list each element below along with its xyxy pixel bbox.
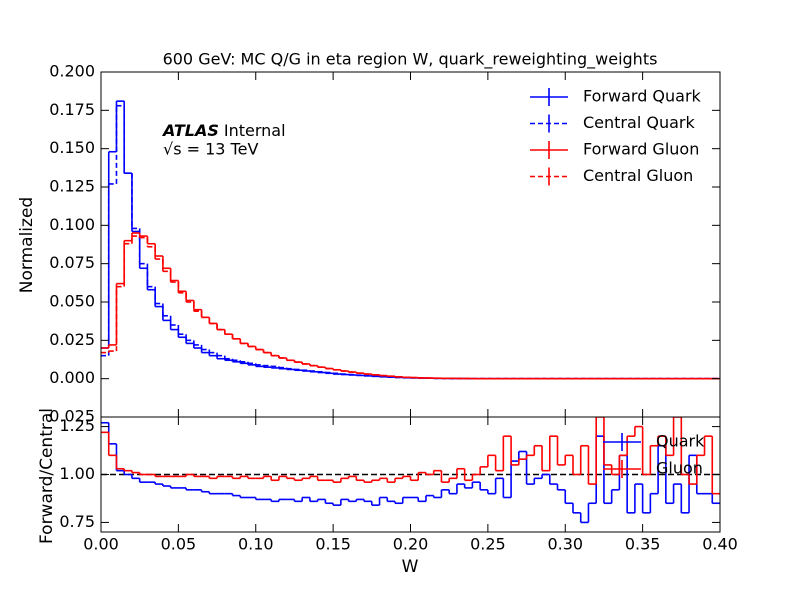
- x-tick-label: 0.25: [470, 535, 506, 554]
- y-tick-label: 0.000: [49, 368, 95, 387]
- y-tick-label: 0.125: [49, 177, 95, 196]
- x-tick-label: 0.40: [702, 535, 738, 554]
- x-tick-label: 0.05: [161, 535, 197, 554]
- y-axis-label: Normalized: [17, 197, 37, 293]
- x-tick-label: 0.30: [547, 535, 583, 554]
- y-tick-label: 0.075: [49, 253, 95, 272]
- x-axis-label: W: [402, 557, 419, 577]
- legend-label: Forward Gluon: [583, 140, 699, 159]
- y-tick-label: 0.050: [49, 292, 95, 311]
- energy-label: √s = 13 TeV: [163, 140, 258, 159]
- status: Internal: [224, 121, 286, 140]
- y-tick-label: 0.75: [59, 512, 95, 531]
- x-tick-label: 0.15: [315, 535, 351, 554]
- x-tick-label: 0.35: [625, 535, 661, 554]
- legend-label: Forward Quark: [583, 87, 702, 106]
- y-tick-label: 1.00: [59, 464, 95, 483]
- y-tick-label: 1.25: [59, 416, 95, 435]
- step-riser: [107, 236, 474, 379]
- plot-area: [101, 417, 720, 524]
- legend-label: Central Gluon: [583, 166, 693, 185]
- y-tick-label: 0.200: [49, 62, 95, 81]
- y-tick-label: 0.150: [49, 138, 95, 157]
- legend-label: Central Quark: [583, 113, 695, 132]
- step-riser: [107, 233, 474, 379]
- experiment: ATLAS: [161, 121, 219, 140]
- x-tick-label: 0.10: [238, 535, 274, 554]
- ratio-y-axis-label: Forward/Central: [37, 408, 57, 544]
- x-tick-label: 0.20: [393, 535, 429, 554]
- plot-area: [101, 100, 720, 380]
- chart-title: 600 GeV: MC Q/G in eta region W, quark_r…: [163, 50, 658, 70]
- x-tick-label: 0.00: [83, 535, 119, 554]
- y-tick-label: 0.100: [49, 215, 95, 234]
- step-riser: [107, 105, 466, 379]
- atlas-label: ATLAS Internal: [161, 121, 286, 140]
- legend-label: Quark: [656, 432, 705, 451]
- y-tick-label: 0.025: [49, 407, 95, 426]
- legend-label: Gluon: [656, 459, 703, 478]
- y-tick-label: 0.025: [49, 330, 95, 349]
- y-tick-label: 0.175: [49, 100, 95, 119]
